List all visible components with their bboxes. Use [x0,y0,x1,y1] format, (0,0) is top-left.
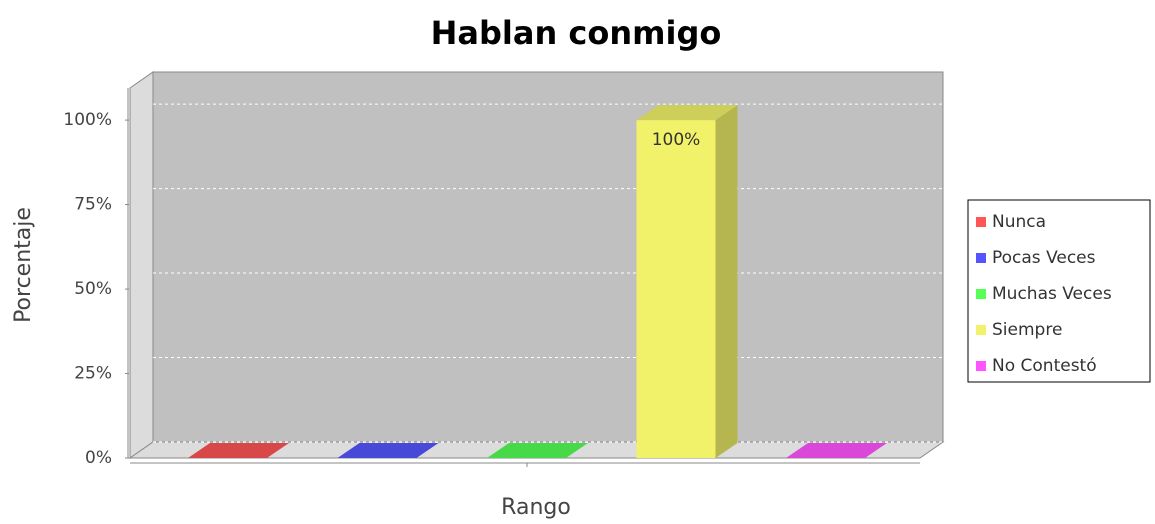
legend-swatch [976,325,986,335]
y-tick-label: 75% [74,195,112,215]
left-wall [129,71,154,459]
bar-top [636,105,738,121]
x-axis-label: Rango [501,495,571,520]
chart-title: Hablan conmigo [431,14,722,52]
bar-top [337,443,439,458]
y-axis-label: Porcentaje [11,207,36,323]
bar-top [487,443,588,458]
legend-swatch [976,361,986,371]
legend-box [967,199,1151,383]
legend-swatch [976,217,986,227]
legend-label: No Contestó [992,356,1097,376]
bar [636,120,716,458]
legend-label: Siempre [992,320,1062,340]
legend-label: Nunca [992,212,1046,232]
y-tick-label: 50% [74,279,112,299]
legend-label: Muchas Veces [992,284,1112,304]
legend-swatch [976,289,986,299]
data-label: 100% [652,130,701,150]
y-tick-label: 100% [63,110,112,130]
legend-swatch [976,253,986,263]
bar-top [786,443,887,458]
legend-label: Pocas Veces [992,248,1096,268]
y-tick-label: 25% [74,364,112,384]
bar-side [715,105,738,458]
bar-top [188,443,289,458]
back-wall [152,71,944,443]
y-tick-label: 0% [85,448,112,468]
